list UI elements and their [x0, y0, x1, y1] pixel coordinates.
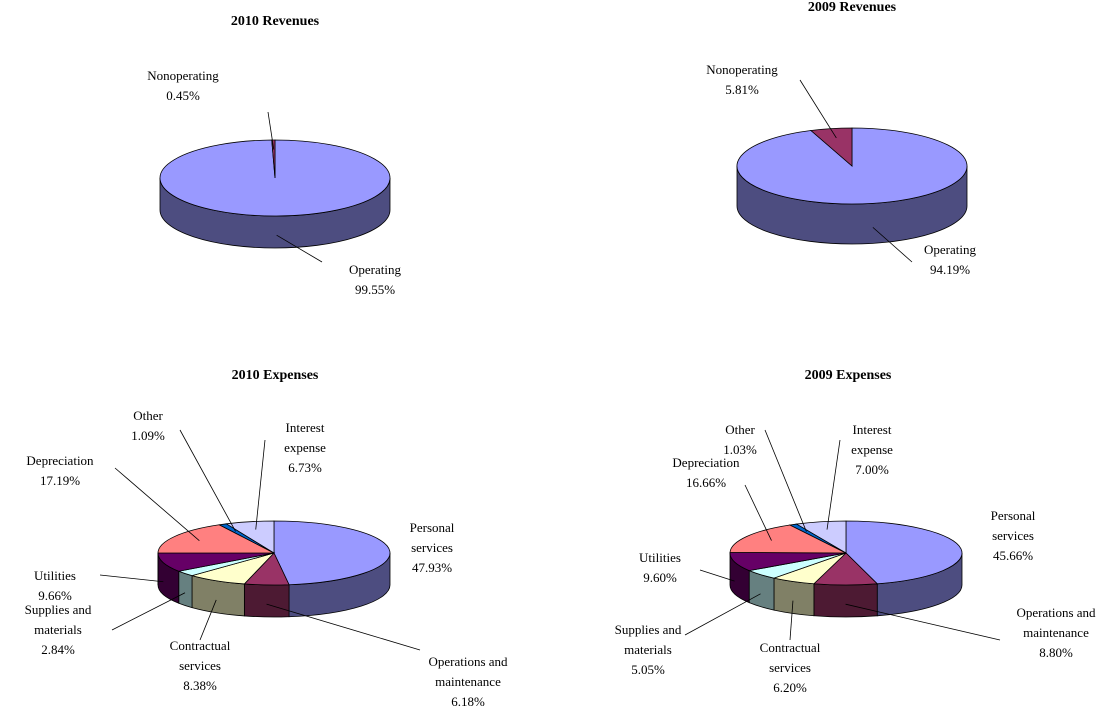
leader-line	[872, 227, 913, 263]
leader-line	[179, 429, 236, 532]
slice-label: Interest expense	[851, 422, 893, 457]
leader-line	[255, 439, 266, 530]
slice-value-label: 16.66%	[685, 475, 727, 490]
chart-title: 2009 Expenses	[804, 368, 892, 383]
slice-value-label: 1.03%	[723, 442, 757, 457]
slice	[795, 520, 847, 554]
leader-line	[845, 603, 1001, 641]
slice-label: Other	[133, 408, 163, 423]
slice-label: Other	[725, 422, 755, 437]
slice	[225, 520, 275, 554]
slice-side	[243, 583, 290, 618]
slice	[810, 127, 853, 167]
slice-label: Supplies and materials	[614, 622, 682, 657]
leader-line	[114, 467, 200, 541]
leader-line	[111, 592, 186, 631]
slice-value-label: 5.81%	[725, 82, 759, 97]
slice-label: Operations and maintenance	[428, 654, 508, 689]
slice-side	[178, 570, 193, 609]
leader-line	[744, 484, 772, 541]
slice	[273, 520, 391, 586]
slice-value-label: 17.19%	[39, 473, 81, 488]
slice-side	[813, 583, 878, 618]
slice-value-label: 9.66%	[38, 588, 72, 603]
slice-label: Operating	[924, 242, 976, 257]
leader-line	[699, 569, 735, 582]
leader-line	[99, 574, 164, 583]
slice	[157, 524, 275, 554]
leader-line	[267, 111, 275, 150]
slice-label: Supplies and materials	[24, 602, 92, 637]
leader-line	[764, 429, 807, 532]
slice-value-label: 1.09%	[131, 428, 165, 443]
slice-value-label: 9.60%	[643, 570, 677, 585]
chart-title: 2009 Revenues	[807, 0, 897, 15]
leader-line	[826, 439, 841, 530]
slice-value-label: 6.73%	[288, 460, 322, 475]
slice	[729, 524, 847, 554]
slice-label: Depreciation	[672, 455, 740, 470]
slice-label: Interest expense	[284, 420, 326, 455]
slice-label: Personal services	[990, 508, 1036, 543]
slice-label: Operations and maintenance	[1016, 605, 1096, 640]
slice-label: Contractual services	[169, 638, 231, 673]
slice-value-label: 94.19%	[929, 262, 971, 277]
slice-label: Nonoperating	[706, 62, 778, 77]
slice-value-label: 99.55%	[354, 282, 396, 297]
slice-side	[773, 577, 815, 617]
leader-line	[266, 603, 421, 651]
slice-label: Utilities	[639, 550, 681, 565]
slice-value-label: 6.18%	[451, 694, 485, 707]
slice-label: Depreciation	[26, 453, 94, 468]
slice-value-label: 0.45%	[166, 88, 200, 103]
leader-line	[789, 600, 794, 641]
leader-line	[684, 593, 761, 636]
slice-value-label: 2.84%	[41, 642, 75, 657]
slice-value-label: 8.38%	[183, 678, 217, 693]
slice-label: Operating	[349, 262, 401, 277]
slice-label: Personal services	[409, 520, 455, 555]
slice-value-label: 5.05%	[631, 662, 665, 677]
slice-label: Contractual services	[759, 640, 821, 675]
slice	[271, 139, 276, 179]
slice-label: Nonoperating	[147, 68, 219, 83]
leader-line	[799, 79, 837, 139]
slice-label: Utilities	[34, 568, 76, 583]
chart-title: 2010 Expenses	[231, 368, 319, 383]
slice-value-label: 7.00%	[855, 462, 889, 477]
slice	[845, 520, 963, 585]
slice-value-label: 45.66%	[992, 548, 1034, 563]
leader-line	[276, 234, 323, 263]
slice-value-label: 47.93%	[411, 560, 453, 575]
chart-title: 2010 Revenues	[230, 14, 320, 29]
leader-line	[199, 599, 217, 641]
slice-value-label: 8.80%	[1039, 645, 1073, 660]
slice-value-label: 6.20%	[773, 680, 807, 695]
